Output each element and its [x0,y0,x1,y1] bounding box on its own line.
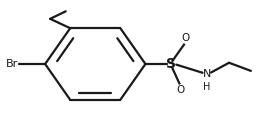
Text: O: O [176,85,184,95]
Text: N: N [203,69,211,79]
Text: S: S [166,57,176,71]
Text: O: O [181,33,190,43]
Text: H: H [204,82,211,92]
Text: Br: Br [6,59,18,69]
